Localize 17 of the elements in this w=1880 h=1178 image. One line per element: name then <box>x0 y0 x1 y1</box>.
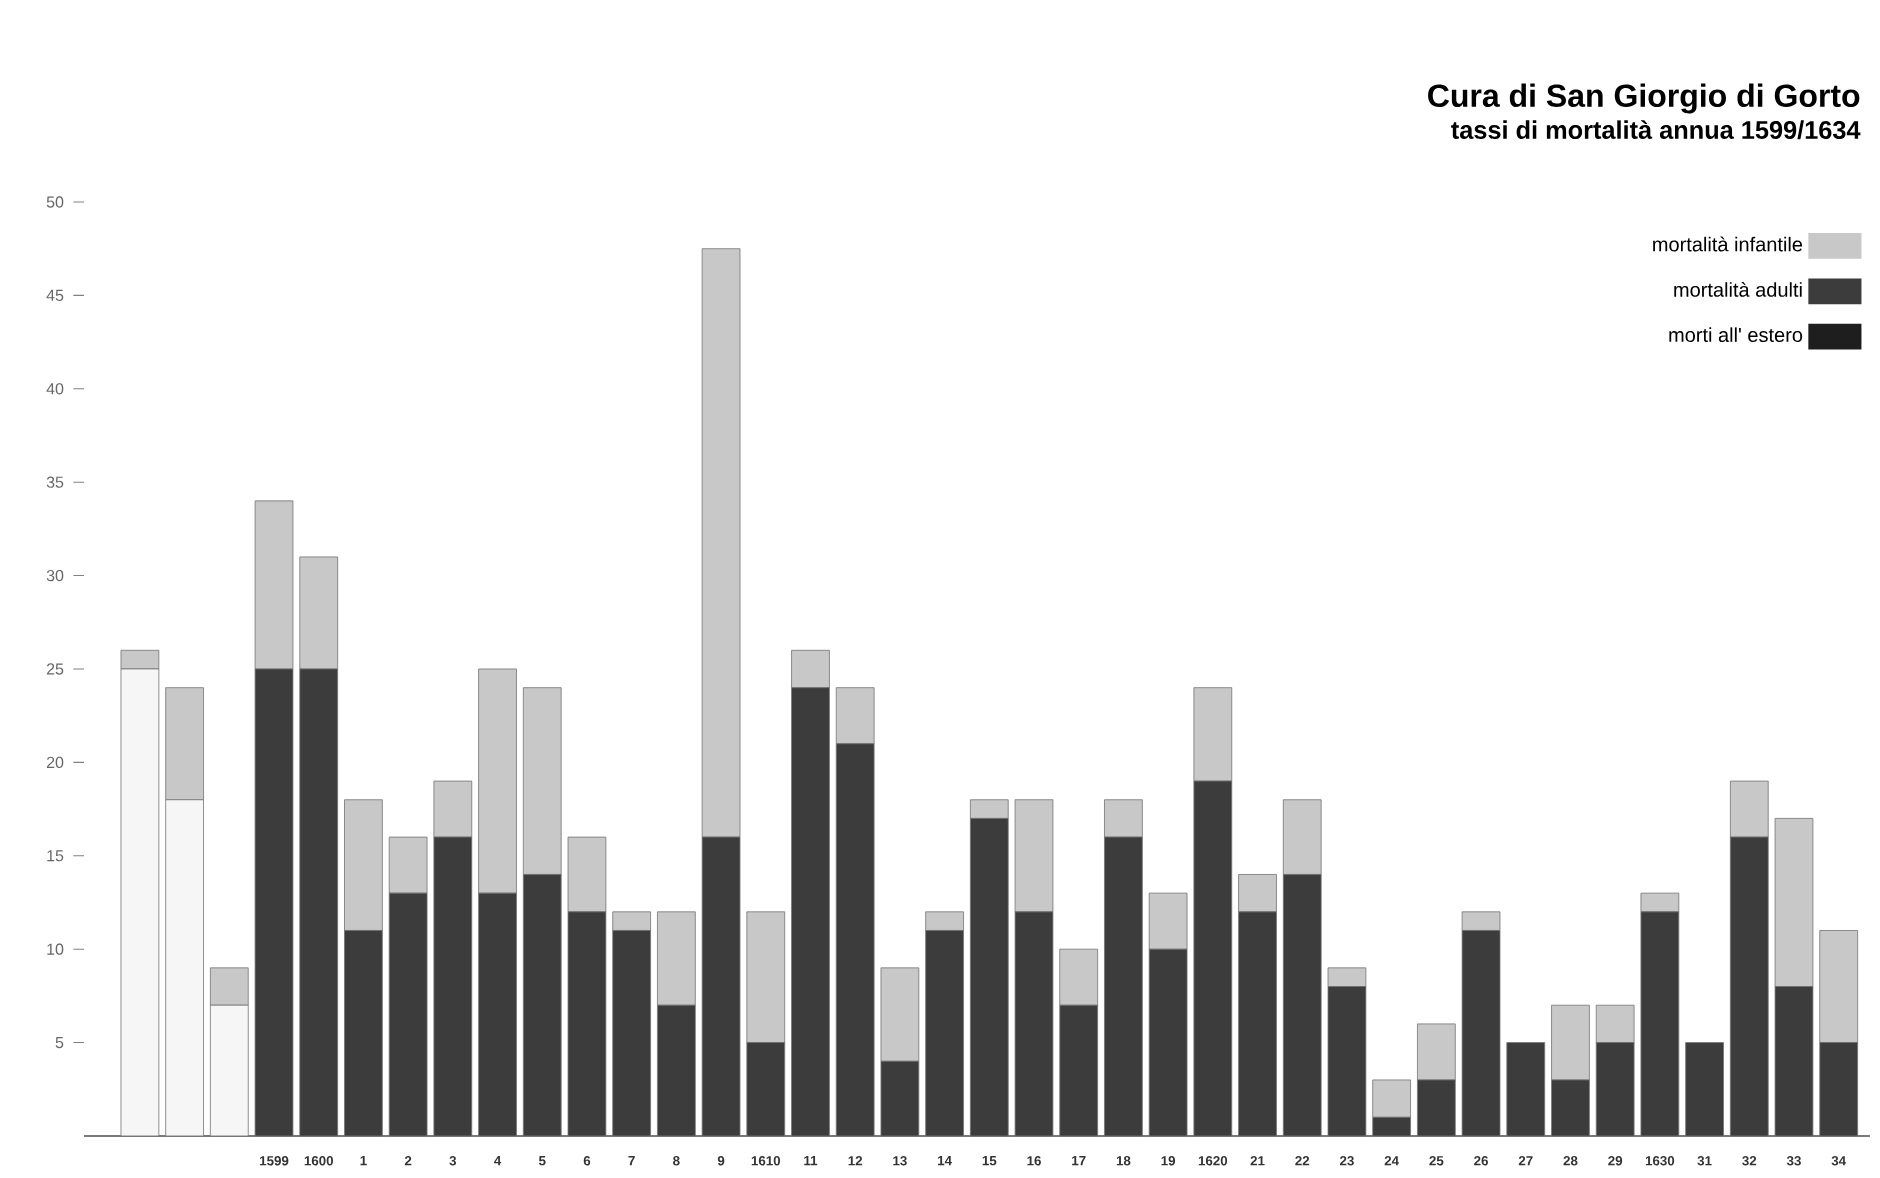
y-tick-label: 30 <box>46 569 64 582</box>
y-tick-label: 50 <box>46 196 64 208</box>
y-tick-label: 40 <box>46 383 64 395</box>
y-tick-label: 25 <box>46 663 64 675</box>
bar <box>1685 1042 1724 1137</box>
chart-subtitle: tassi di mortalità annua 1599/1634 <box>1451 120 1861 140</box>
y-tick-label: 10 <box>47 943 64 955</box>
chart-title: Cura di San Giorgio di Gorto <box>1428 83 1860 114</box>
bar <box>1506 1042 1546 1137</box>
y-tick-label: 35 <box>46 476 64 488</box>
y-tick-label: 5 <box>55 1037 64 1049</box>
y-tick-label: 45 <box>46 289 64 301</box>
y-tick-label: 15 <box>47 850 64 862</box>
legend-label: mortalità adulti <box>1674 281 1802 297</box>
y-tick-label: 20 <box>46 756 64 769</box>
legend-label: morti all' estero <box>1669 327 1803 343</box>
legend-label: mortalità infantile <box>1653 236 1803 252</box>
